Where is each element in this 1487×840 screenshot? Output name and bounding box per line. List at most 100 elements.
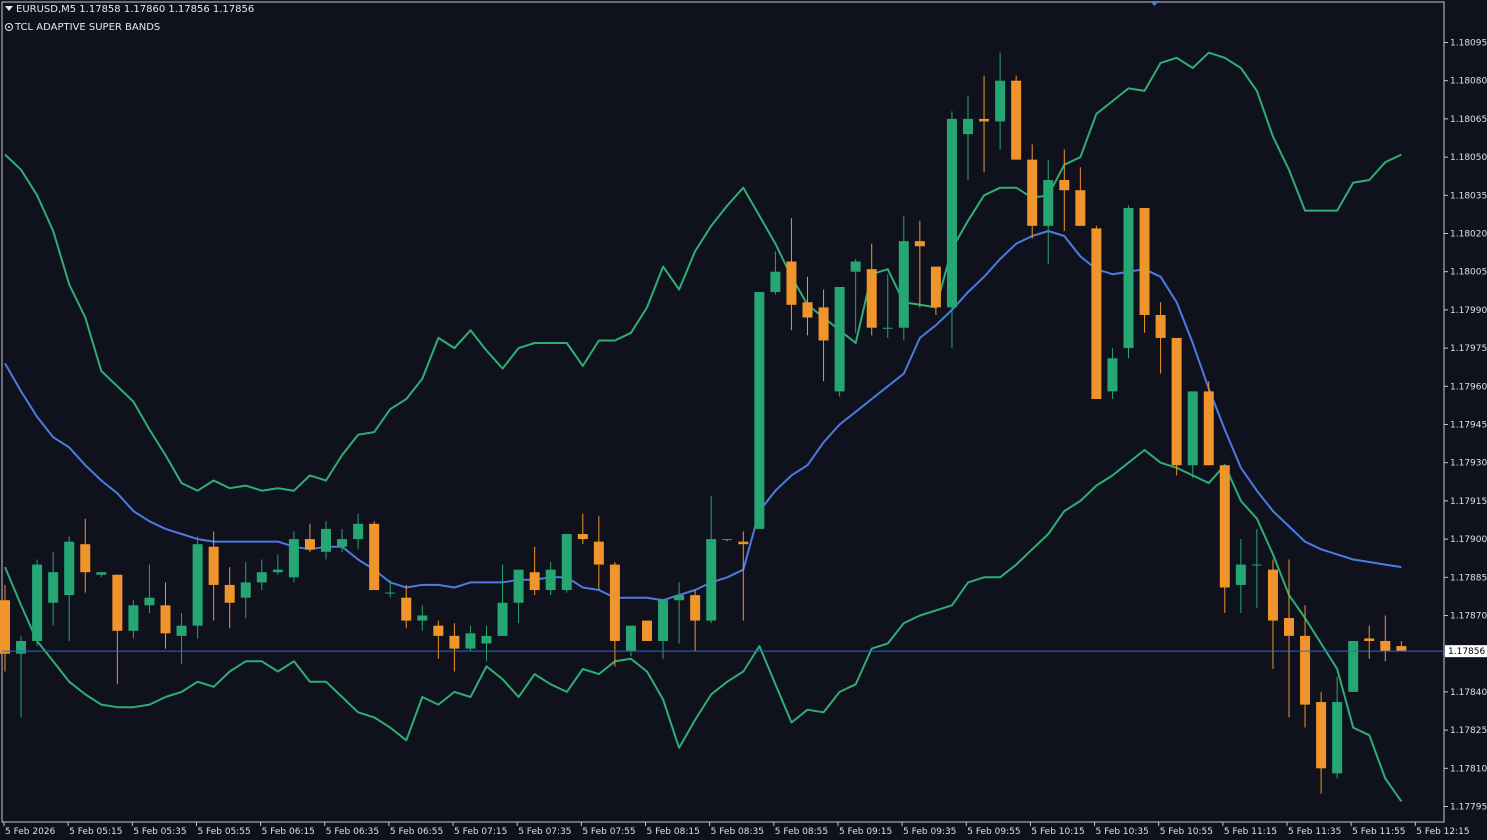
candle-body	[995, 80, 1006, 122]
candle-body	[545, 569, 556, 591]
price-label: 1.17900	[1450, 535, 1487, 545]
time-label: 5 Feb 05:55	[197, 827, 250, 837]
candle-body	[128, 605, 139, 631]
candle-body	[690, 595, 701, 621]
candle-body	[529, 572, 540, 591]
candle-body	[706, 539, 717, 621]
indicator-header: TCL ADAPTIVE SUPER BANDS	[5, 22, 160, 33]
chart-shift-marker-icon	[1150, 1, 1159, 6]
candle-body	[1187, 391, 1198, 466]
price-label: 1.17915	[1450, 497, 1487, 507]
candle-body	[642, 620, 652, 641]
candle-body	[979, 118, 990, 122]
candle-body	[1043, 180, 1054, 226]
candle-body	[513, 569, 524, 603]
candle-body	[16, 640, 27, 654]
candle-body	[866, 269, 877, 328]
candle-body	[593, 541, 604, 565]
candle-body	[369, 523, 380, 591]
candle-body	[786, 261, 797, 305]
time-label: 5 Feb 10:55	[1160, 827, 1213, 837]
candle-body	[577, 534, 588, 540]
candle-body	[160, 605, 171, 634]
candle-body	[1300, 635, 1311, 705]
candle-body	[48, 572, 59, 603]
time-label: 5 Feb 11:15	[1224, 827, 1277, 837]
dropdown-triangle-icon[interactable]	[5, 6, 13, 11]
candle-body	[898, 241, 909, 328]
candle-body	[722, 539, 733, 541]
candle-body	[882, 327, 893, 329]
candle-body	[1027, 159, 1038, 226]
price-label: 1.18020	[1450, 230, 1487, 240]
candle-body	[1380, 640, 1391, 652]
time-label: 5 Feb 09:15	[839, 827, 892, 837]
symbol-header: EURUSD,M5 1.17858 1.17860 1.17856 1.1785…	[5, 4, 254, 15]
candle-body	[802, 302, 813, 318]
time-label: 5 Feb 08:15	[647, 827, 700, 837]
candle-body	[674, 595, 685, 601]
candle-body	[1203, 391, 1214, 466]
candle-body	[1139, 208, 1150, 315]
price-label: 1.18050	[1450, 153, 1487, 163]
price-label: 1.17990	[1450, 306, 1487, 316]
time-label: 5 Feb 09:35	[903, 827, 956, 837]
current-price-tag	[1445, 645, 1487, 658]
price-label: 1.17885	[1450, 573, 1487, 583]
price-label: 1.18080	[1450, 77, 1487, 87]
candle-body	[449, 635, 460, 649]
candle-body	[96, 572, 107, 575]
candle-body	[321, 528, 331, 552]
candle-body	[481, 635, 492, 644]
candle-body	[32, 564, 43, 641]
candle-body	[0, 600, 10, 654]
time-label: 5 Feb 2026	[5, 827, 56, 837]
upper-band-line	[4, 51, 1402, 492]
symbol-line: EURUSD,M5 1.17858 1.17860 1.17856 1.1785…	[16, 4, 255, 15]
candle-body	[208, 546, 219, 585]
candle-body	[609, 564, 620, 641]
price-label: 1.17930	[1450, 459, 1487, 469]
candle-body	[561, 534, 572, 591]
candle-body	[1059, 180, 1070, 191]
candle-body	[417, 615, 428, 621]
candle-body	[385, 592, 396, 594]
candle-body	[754, 292, 765, 529]
price-label: 1.17975	[1450, 344, 1487, 354]
candle-body	[288, 539, 299, 578]
candle-body	[80, 544, 91, 573]
time-label: 5 Feb 07:55	[582, 827, 635, 837]
time-label: 5 Feb 07:15	[454, 827, 507, 837]
candle-body	[1219, 465, 1230, 588]
price-label: 1.17870	[1450, 612, 1487, 622]
candle-body	[256, 572, 267, 583]
candle-body	[401, 597, 412, 621]
price-label: 1.17825	[1450, 726, 1487, 736]
candle-body	[738, 541, 749, 545]
time-label: 5 Feb 05:15	[69, 827, 122, 837]
candle-body	[1171, 337, 1182, 466]
candle-body	[240, 582, 251, 598]
price-label: 1.18035	[1450, 191, 1487, 201]
candle-body	[1123, 208, 1134, 349]
price-label: 1.17840	[1450, 688, 1487, 698]
candle-body	[1107, 358, 1118, 392]
time-label: 5 Feb 10:15	[1031, 827, 1084, 837]
candle-body	[112, 574, 123, 631]
candle-body	[497, 602, 508, 636]
candle-body	[1267, 569, 1278, 621]
candle-body	[1251, 564, 1262, 566]
candle-body	[930, 266, 941, 308]
indicator-name[interactable]: TCL ADAPTIVE SUPER BANDS	[15, 22, 161, 33]
candle-body	[1155, 314, 1166, 338]
candle-body	[1396, 646, 1407, 652]
candle-body	[914, 241, 925, 247]
time-label: 5 Feb 06:35	[326, 827, 379, 837]
time-label: 5 Feb 11:35	[1288, 827, 1341, 837]
candle-body	[224, 584, 235, 603]
candle-body	[353, 523, 364, 540]
candle-body	[337, 539, 348, 547]
time-label: 5 Feb 10:35	[1096, 827, 1149, 837]
